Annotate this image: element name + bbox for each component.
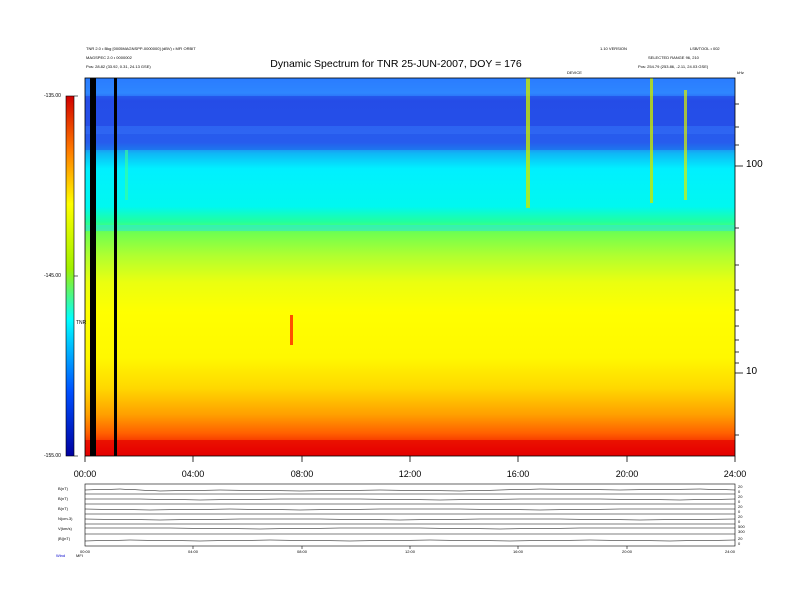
header-right-pos: Pos: 254.79 (253.86, -2.11, 24.03 GSE) [638,64,709,69]
header-left-pos: Pos: 28.82 (33.92, 0.31, 24.13 GSE) [86,64,151,69]
panel-x-tick-label: 00:00 [80,549,91,554]
spectrogram-blue-band [85,134,735,150]
y-tick-label: 100 [746,159,763,170]
panel-traces [84,488,736,542]
panel-right-tick: 20 [738,536,743,541]
panel-right-tick: 300 [738,529,745,534]
header-right-line2: LSB/TOOL • 002 [690,46,720,51]
header-right-line3: SELECTED RANGE 96, 210 [648,55,699,60]
colorbar-tick-label: -155.00 [44,453,61,459]
colorbar-label: TNR [76,320,87,326]
x-tick-label: 08:00 [290,469,314,479]
lower-panels [84,483,736,547]
x-tick-label: 24:00 [723,469,747,479]
chart-title: Dynamic Spectrum for TNR 25-JUN-2007, DO… [270,58,522,70]
panel-row-label: V(km/s) [58,526,72,531]
panel-x-tick-label: 24:00 [725,549,736,554]
data-gap-line [90,78,96,456]
panel-x-tick-label: 04:00 [188,549,199,554]
panel-x-ticks [192,546,628,549]
panel-right-tick: 0 [738,541,741,546]
panel-right-tick: 500 [738,524,745,529]
panel-x-tick-label: 08:00 [297,549,308,554]
panel-row-label: B(nT) [58,496,68,501]
panel-x-tick-label: 20:00 [622,549,633,554]
x-tick-label: 04:00 [181,469,205,479]
panel-right-tick: 20 [738,504,743,509]
header-left-line2: MAGSPEC 2.0 • 0000002 [86,55,132,60]
colorbar-ticks [74,95,78,457]
spectrogram-boundary [85,225,735,231]
colorbar-tick-label: -145.00 [44,273,61,279]
burst-stripe [650,78,653,203]
panel-footer-label: Wind [56,553,66,558]
panel-right-tick: 20 [738,484,743,489]
panel-right-tick: 0 [738,519,741,524]
x-tick-label: 00:00 [73,469,97,479]
panel-right-tick: 0 [738,509,741,514]
header-left-line1: TNR 2.0 • Bkg [0005MAGNSPP-0000000] (dBV… [86,46,196,51]
panel-right-tick: 0 [738,489,741,494]
panel-row-label: |B|(nT) [58,536,71,541]
burst-stripe [526,78,530,208]
panel-right-tick: 0 [738,499,741,504]
panel-x-tick-label: 16:00 [513,549,524,554]
x-tick-label: 16:00 [506,469,530,479]
khz-label: kHz [737,70,744,75]
panel-row-label: B(nT) [58,506,68,511]
panel-right-tick: 20 [738,514,743,519]
x-tick-label: 20:00 [615,469,639,479]
panel-right-tick: 20 [738,494,743,499]
colorbar-tick-label: -135.00 [44,93,61,99]
x-tick-label: 12:00 [398,469,422,479]
colorbar [65,95,75,457]
data-gap-line [114,78,117,456]
right-axis [735,103,743,436]
panel-x-tick-label: 12:00 [405,549,416,554]
panel-row-label: B(nT) [58,486,68,491]
header-right-line1: 1.10 VERSION [600,46,627,51]
spectrogram-blue-band [85,96,735,126]
header-center-small: DEVICE [567,70,582,75]
panel-row-label: N(cm-3) [58,516,73,521]
panel-footer-sub: MFI [76,553,83,558]
burst-stripe [290,315,293,345]
burst-stripe [684,90,687,200]
spectrogram-bottom-band [85,440,735,456]
x-axis-ticks [84,456,736,462]
burst-stripe [125,150,128,200]
y-tick-label: 10 [746,366,758,377]
